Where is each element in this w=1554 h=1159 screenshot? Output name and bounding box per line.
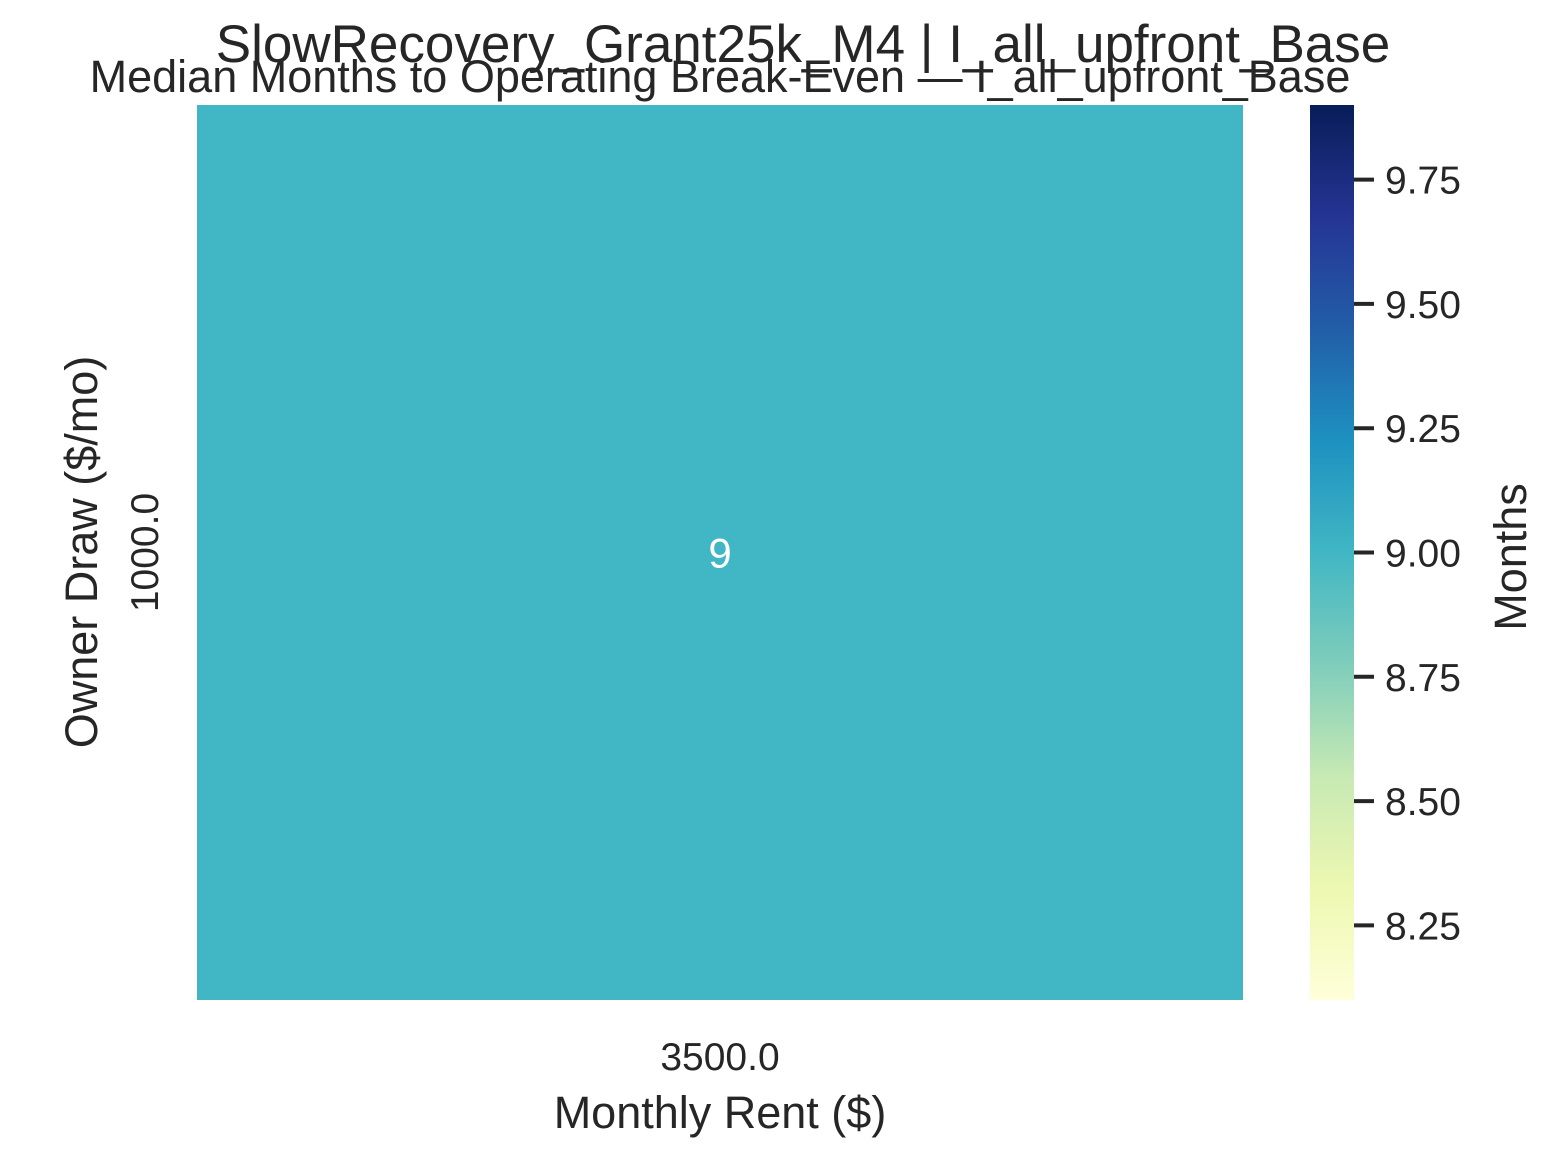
heatmap-cell (197, 105, 1243, 1000)
cell-annotation: 9 (708, 530, 731, 577)
colorbar-tick-label: 8.75 (1385, 657, 1461, 700)
y-tick-label: 1000.0 (124, 493, 167, 612)
colorbar-tick-label: 8.25 (1385, 905, 1461, 948)
heatmap-cells: 9 (197, 105, 1243, 1000)
colorbar-tick-label: 9.75 (1385, 160, 1461, 203)
colorbar-tick-label: 9.50 (1385, 284, 1461, 327)
colorbar-tick-label: 8.50 (1385, 781, 1461, 824)
x-axis-label: Monthly Rent ($) (554, 1087, 887, 1138)
y-axis-label: Owner Draw ($/mo) (56, 356, 107, 749)
x-tick-labels: 3500.0 (660, 1036, 779, 1079)
colorbar-tick-label: 9.00 (1385, 533, 1461, 576)
chart-subtitle: Median Months to Operating Break-Even — … (90, 51, 1351, 102)
colorbar-ticks: 8.25 8.50 8.75 9.00 9.25 9.50 9.75 (1354, 160, 1461, 948)
colorbar (1310, 105, 1354, 1000)
colorbar-tick-label: 9.25 (1385, 408, 1461, 451)
y-tick-labels: 1000.0 (124, 493, 167, 612)
x-tick-label: 3500.0 (660, 1036, 779, 1079)
colorbar-label: Months (1485, 483, 1536, 631)
chart-title: SlowRecovery_Grant25k_M4 | I_all_upfront… (216, 15, 1391, 74)
